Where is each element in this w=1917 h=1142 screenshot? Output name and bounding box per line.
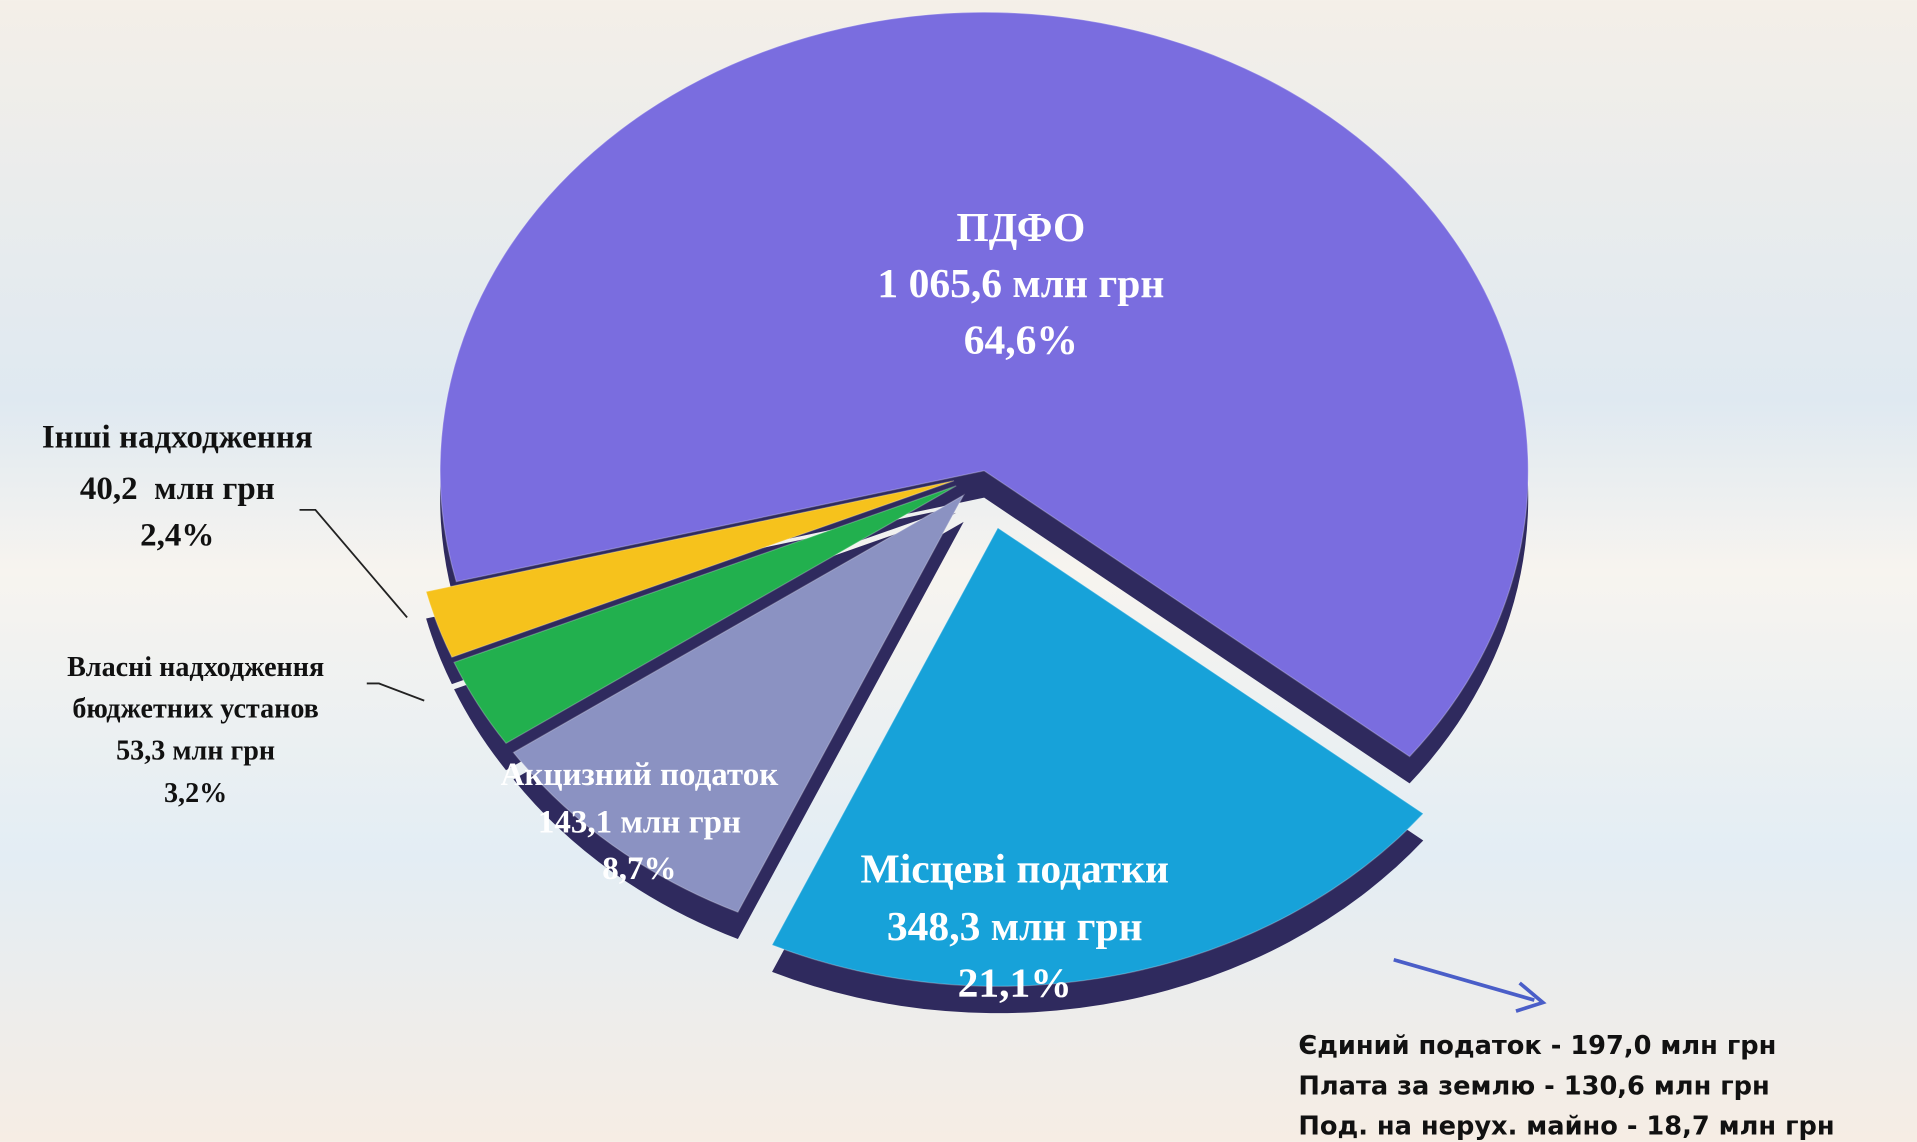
amount-label: 40,2 млн грн (80, 471, 275, 507)
percent-label: 64,6% (964, 316, 1078, 362)
annotation: Плата за землю - 130,6 млн грн (1298, 1071, 1769, 1101)
annotation: Єдиний податок - 197,0 млн грн (1298, 1031, 1776, 1061)
percent-label: 2,4% (140, 517, 214, 553)
slice (512, 493, 966, 913)
slice-label: Акцизний податок (501, 757, 779, 793)
amount-label: 143,1 млн грн (538, 805, 741, 841)
percent-label: 8,7% (602, 851, 676, 887)
annotation: Под. на нерух. майно - 18,7 млн грн (1298, 1112, 1834, 1142)
pie (425, 11, 1529, 1014)
slice (453, 485, 957, 745)
slice-label: Власні надходження бюджетних установ (67, 652, 324, 725)
percent-label: 3,2% (164, 778, 227, 809)
slice (439, 11, 1529, 758)
percent-label: 21,1% (958, 959, 1072, 1005)
amount-label: 348,3 млн грн (887, 903, 1143, 949)
slice-label: ПДФО (956, 204, 1085, 250)
slice (425, 480, 955, 658)
leader-line (366, 682, 425, 702)
slice-label: Місцеві податки (861, 846, 1169, 892)
slice (771, 526, 1425, 987)
amount-label: 53,3 млн грн (116, 735, 275, 766)
arrow (1393, 958, 1535, 1002)
leader-line (299, 508, 408, 619)
slice-label: Інші надходження (42, 420, 313, 456)
arrow-head (1515, 981, 1547, 1013)
labels: ПДФО 1 065,6 млн грн 64,6% Місцеві податки 3… (42, 204, 1835, 1142)
amount-label: 1 065,6 млн грн (877, 260, 1164, 306)
